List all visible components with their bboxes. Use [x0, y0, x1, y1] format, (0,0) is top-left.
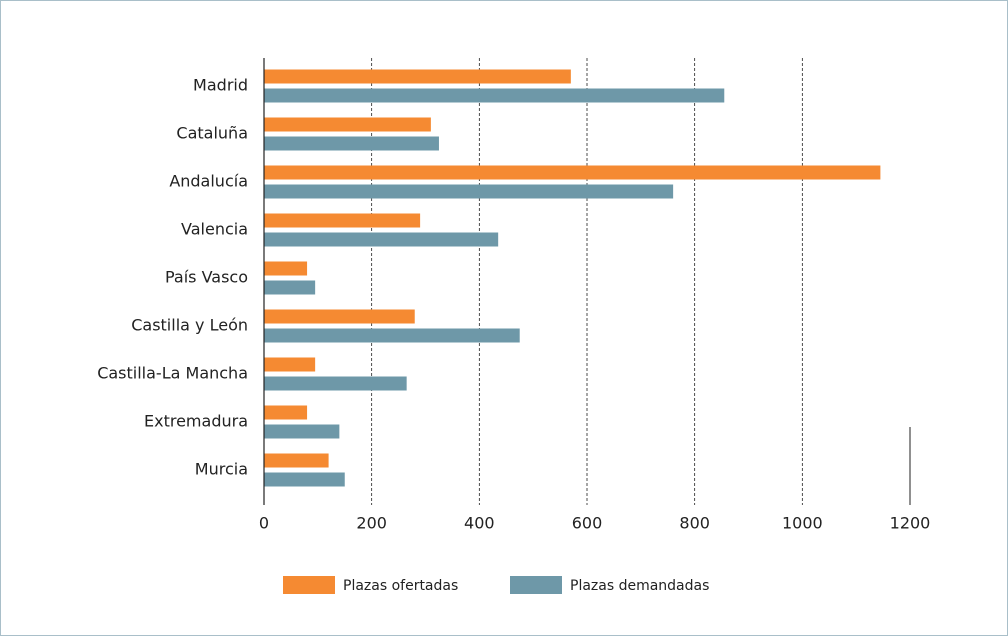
x-tick-label: 600 — [572, 514, 603, 533]
x-tick-label: 800 — [679, 514, 710, 533]
y-tick-label: País Vasco — [165, 268, 248, 287]
bar — [264, 88, 725, 103]
x-tick-label: 1200 — [890, 514, 931, 533]
y-tick-label: Andalucía — [169, 172, 248, 191]
y-tick-label: Cataluña — [176, 124, 248, 143]
bar — [264, 136, 439, 151]
y-tick-label: Madrid — [193, 76, 248, 95]
legend-swatch — [283, 576, 335, 594]
bar — [264, 280, 316, 295]
y-tick-label: Valencia — [181, 220, 248, 239]
y-tick-label: Extremadura — [144, 412, 248, 431]
legend-swatch — [510, 576, 562, 594]
x-tick-label: 0 — [259, 514, 269, 533]
bar — [264, 261, 308, 276]
x-tick-label: 1000 — [782, 514, 823, 533]
legend-label: Plazas ofertadas — [343, 578, 458, 594]
bar — [264, 309, 415, 324]
x-tick-label: 400 — [464, 514, 495, 533]
bar — [264, 69, 571, 84]
y-tick-label: Murcia — [195, 460, 248, 479]
bar — [264, 453, 329, 468]
bar — [264, 165, 881, 180]
bar — [264, 328, 520, 343]
y-tick-label: Castilla y León — [131, 316, 248, 335]
bar — [264, 184, 674, 199]
bar — [264, 424, 340, 439]
bar — [264, 472, 345, 487]
x-tick-label: 200 — [356, 514, 387, 533]
bar — [264, 405, 308, 420]
legend-label: Plazas demandadas — [570, 578, 709, 594]
bar — [264, 117, 431, 132]
bar — [264, 213, 421, 228]
bar — [264, 376, 407, 391]
bar — [264, 357, 316, 372]
bar — [264, 232, 499, 247]
y-tick-label: Castilla-La Mancha — [97, 364, 248, 383]
